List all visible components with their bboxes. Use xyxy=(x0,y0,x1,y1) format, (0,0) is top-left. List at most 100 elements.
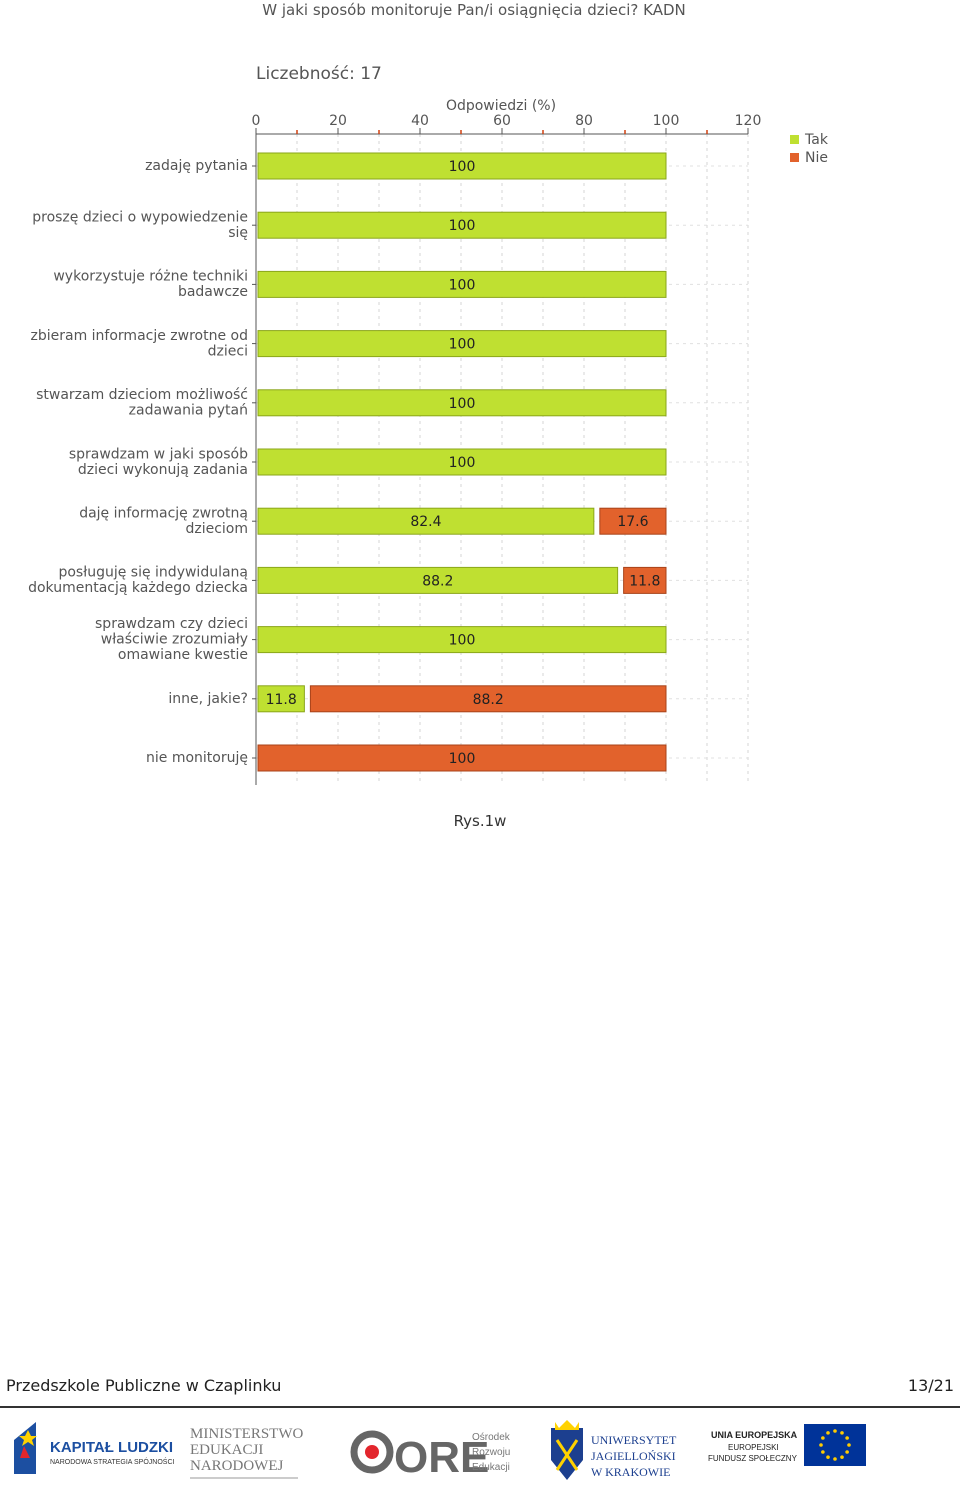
category-label: daję informację zwrotną xyxy=(79,505,248,521)
bar-value-label: 11.8 xyxy=(629,573,660,589)
bar-value-label: 100 xyxy=(449,159,476,175)
uj-line-1: UNIWERSYTET xyxy=(591,1433,677,1447)
category-label: stwarzam dzieciom możliwość xyxy=(36,387,248,403)
bar-tak xyxy=(257,152,667,180)
bar-tak xyxy=(257,685,305,713)
x-tick-label: 40 xyxy=(411,113,429,129)
x-tick-label: 80 xyxy=(575,113,593,129)
eu-star-icon xyxy=(821,1450,825,1454)
legend-swatch-tak xyxy=(790,135,799,144)
eu-star-icon xyxy=(821,1436,825,1440)
bar-tak xyxy=(257,389,667,417)
category-label: nie monitoruję xyxy=(146,750,248,766)
bar-value-label: 100 xyxy=(449,751,476,767)
eu-star-icon xyxy=(847,1443,851,1447)
category-label: proszę dzieci o wypowiedzenie xyxy=(32,209,248,225)
bar-tak xyxy=(257,566,619,594)
bar-value-label: 100 xyxy=(449,455,476,471)
category-label: posługuję się indywidulaną xyxy=(58,565,248,581)
sponsor-logos: KAPITAŁ LUDZKI NARODOWA STRATEGIA SPÓJNO… xyxy=(0,1418,960,1488)
chart-title: W jaki sposób monitoruje Pan/i osiągnięc… xyxy=(262,1,686,19)
category-label: dzieciom xyxy=(185,521,248,537)
x-axis: 0 20 40 60 80 100 120 xyxy=(252,113,762,785)
legend-label-nie: Nie xyxy=(805,150,828,166)
kapital-ludzki-logo: KAPITAŁ LUDZKI NARODOWA STRATEGIA SPÓJNO… xyxy=(14,1422,175,1474)
kapital-ludzki-title: KAPITAŁ LUDZKI xyxy=(50,1439,173,1456)
eu-line-3: FUNDUSZ SPOŁECZNY xyxy=(708,1454,798,1463)
bar-value-label: 11.8 xyxy=(266,692,297,708)
footer-divider xyxy=(0,1406,960,1408)
kapital-ludzki-subtitle: NARODOWA STRATEGIA SPÓJNOŚCI xyxy=(50,1457,175,1466)
bar-value-label: 17.6 xyxy=(617,514,648,530)
uj-line-3: W KRAKOWIE xyxy=(591,1465,670,1479)
men-line-3: NARODOWEJ xyxy=(190,1458,283,1474)
ore-line-2: Rozwoju xyxy=(472,1447,510,1458)
figure-caption: Rys.1w xyxy=(453,812,507,830)
eu-star-icon xyxy=(826,1431,830,1435)
legend-label-tak: Tak xyxy=(804,132,829,148)
ore-title: ORE xyxy=(394,1433,489,1482)
bar-value-label: 88.2 xyxy=(473,692,504,708)
category-label: omawiane kwestie xyxy=(118,647,248,663)
bar-value-label: 100 xyxy=(449,396,476,412)
bar-value-label: 88.2 xyxy=(422,573,453,589)
eu-star-icon xyxy=(826,1455,830,1459)
bar-value-label: 100 xyxy=(449,277,476,293)
footer-school-name: Przedszkole Publiczne w Czaplinku xyxy=(6,1376,282,1395)
bar-tak xyxy=(257,507,595,535)
eu-star-icon xyxy=(833,1429,837,1433)
category-label: wykorzystuje różne techniki xyxy=(53,269,248,285)
category-label: sprawdzam w jaki sposób xyxy=(69,446,248,462)
x-tick-label: 20 xyxy=(329,113,347,129)
eu-star-icon xyxy=(845,1450,849,1454)
bar-tak xyxy=(257,626,667,654)
category-label: się xyxy=(228,225,248,241)
eu-star-icon xyxy=(840,1431,844,1435)
category-label: sprawdzam czy dzieci xyxy=(95,616,248,632)
bar-value-label: 100 xyxy=(449,633,476,649)
men-line-1: MINISTERSTWO xyxy=(190,1426,303,1442)
bar-tak xyxy=(257,448,667,476)
bar-value-label: 100 xyxy=(449,337,476,353)
category-label: zadaję pytania xyxy=(145,158,248,174)
bars: 100 100 100 100 100 100 82.4 17.6 88.2 11.8 100 11.… xyxy=(257,152,667,772)
legend-swatch-nie xyxy=(790,153,799,162)
men-logo: MINISTERSTWO EDUKACJI NARODOWEJ xyxy=(190,1426,303,1479)
category-label: inne, jakie? xyxy=(168,691,248,707)
uj-logo: UNIWERSYTET JAGIELLOŃSKI W KRAKOWIE xyxy=(551,1420,677,1480)
bar-tak xyxy=(257,270,667,298)
legend: Tak Nie xyxy=(790,132,829,166)
bar-value-label: 100 xyxy=(449,218,476,234)
x-tick-label: 60 xyxy=(493,113,511,129)
count-label: Liczebność: 17 xyxy=(256,64,382,84)
category-label: dokumentacją każdego dziecka xyxy=(28,580,248,596)
ore-line-3: Edukacji xyxy=(472,1462,510,1473)
eu-line-1: UNIA EUROPEJSKA xyxy=(711,1430,798,1440)
bar-nie xyxy=(309,685,667,713)
chart: W jaki sposób monitoruje Pan/i osiągnięc… xyxy=(28,1,829,785)
category-label: właściwie zrozumiały xyxy=(101,632,248,648)
category-label: dzieci xyxy=(208,343,248,359)
category-labels: zadaję pytania proszę dzieci o wypowiedze… xyxy=(28,158,248,766)
category-label: badawcze xyxy=(178,284,248,300)
eu-star-icon xyxy=(819,1443,823,1447)
ore-line-1: Ośrodek xyxy=(472,1432,511,1443)
bar-value-label: 82.4 xyxy=(410,514,441,530)
eu-line-2: EUROPEJSKI xyxy=(728,1443,779,1452)
footer-page-number: 13/21 xyxy=(907,1376,954,1395)
category-label: dzieci wykonują zadania xyxy=(78,462,248,478)
ore-logo: ORE Ośrodek Rozwoju Edukacji xyxy=(350,1430,511,1482)
bar-tak xyxy=(257,330,667,358)
x-tick-label: 100 xyxy=(653,113,680,129)
eu-star-icon xyxy=(833,1457,837,1461)
x-tick-label: 0 xyxy=(252,113,261,129)
bar-nie xyxy=(257,744,667,772)
eu-star-icon xyxy=(845,1436,849,1440)
x-axis-title: Odpowiedzi (%) xyxy=(446,98,556,114)
x-tick-label: 120 xyxy=(735,113,762,129)
men-line-2: EDUKACJI xyxy=(190,1442,263,1458)
category-label: zadawania pytań xyxy=(129,403,248,419)
category-label: zbieram informacje zwrotne od xyxy=(31,328,249,344)
bar-nie xyxy=(599,507,667,535)
eu-logo: UNIA EUROPEJSKA EUROPEJSKI FUNDUSZ SPOŁE… xyxy=(708,1424,866,1466)
